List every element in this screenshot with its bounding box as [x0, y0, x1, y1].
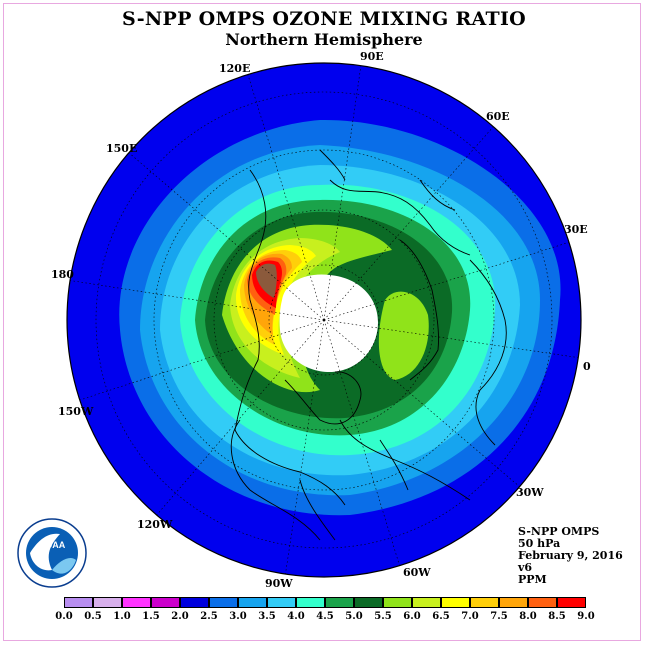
legend-label: 2.0 [171, 611, 189, 622]
legend-swatch [499, 597, 528, 608]
legend-swatch [209, 597, 238, 608]
lon-label-30w: 30W [516, 486, 544, 499]
info-version: v6 [518, 561, 533, 574]
legend-swatch [470, 597, 499, 608]
legend-label: 0.5 [84, 611, 102, 622]
legend-swatch [267, 597, 296, 608]
legend-label: 1.0 [113, 611, 131, 622]
legend-swatch [238, 597, 267, 608]
coastlines [230, 149, 507, 541]
info-instrument: S-NPP OMPS [518, 525, 600, 538]
noaa-logo-text: NOAA [39, 540, 66, 550]
legend-label: 3.0 [229, 611, 247, 622]
legend-label: 5.0 [345, 611, 363, 622]
contour-9-0 [256, 263, 277, 298]
legend-label: 1.5 [142, 611, 160, 622]
legend-swatch [325, 597, 354, 608]
lon-label-60e: 60E [486, 110, 510, 123]
lon-label-90w: 90W [265, 577, 293, 590]
legend-label: 4.0 [287, 611, 305, 622]
legend-swatch [151, 597, 180, 608]
lon-label-180: 180 [51, 268, 74, 281]
figure-frame [3, 3, 641, 641]
legend-swatch [441, 597, 470, 608]
lon-label-0: 0 [583, 360, 591, 373]
info-units: PPM [518, 573, 547, 586]
legend-label: 7.5 [490, 611, 508, 622]
legend-swatch [296, 597, 325, 608]
legend-swatch [528, 597, 557, 608]
legend-label: 6.5 [432, 611, 450, 622]
lon-label-90e: 90E [360, 50, 384, 63]
legend-label: 4.5 [316, 611, 334, 622]
lon-label-30e: 30E [564, 223, 588, 236]
legend-swatch [122, 597, 151, 608]
page-subtitle: Northern Hemisphere [225, 30, 423, 49]
legend-swatch [93, 597, 122, 608]
noaa-logo: NOAA [17, 518, 87, 588]
info-level: 50 hPa [518, 537, 561, 550]
info-date: February 9, 2016 [518, 549, 623, 562]
legend-label: 9.0 [577, 611, 595, 622]
legend-swatch [383, 597, 412, 608]
legend-label: 8.5 [548, 611, 566, 622]
graticule [67, 64, 581, 577]
page-title: S-NPP OMPS OZONE MIXING RATIO [121, 8, 527, 30]
map-border [66, 62, 582, 578]
lon-label-150w: 150W [58, 405, 94, 418]
legend-label: 7.0 [461, 611, 479, 622]
legend-swatch [412, 597, 441, 608]
lon-label-120e: 120E [219, 62, 251, 75]
legend-label: 2.5 [200, 611, 218, 622]
legend-swatch [64, 597, 93, 608]
legend-swatch [354, 597, 383, 608]
lon-label-120w: 120W [137, 518, 173, 531]
legend-label: 8.0 [519, 611, 537, 622]
legend-swatch [557, 597, 586, 608]
legend-label: 5.5 [374, 611, 392, 622]
legend-swatch [180, 597, 209, 608]
legend-label: 3.5 [258, 611, 276, 622]
legend-label: 6.0 [403, 611, 421, 622]
lon-label-150e: 150E [106, 142, 138, 155]
contour-5-5-east [378, 291, 429, 380]
polar-night-region [279, 274, 378, 373]
lon-label-60w: 60W [403, 566, 431, 579]
legend-label: 0.0 [55, 611, 73, 622]
